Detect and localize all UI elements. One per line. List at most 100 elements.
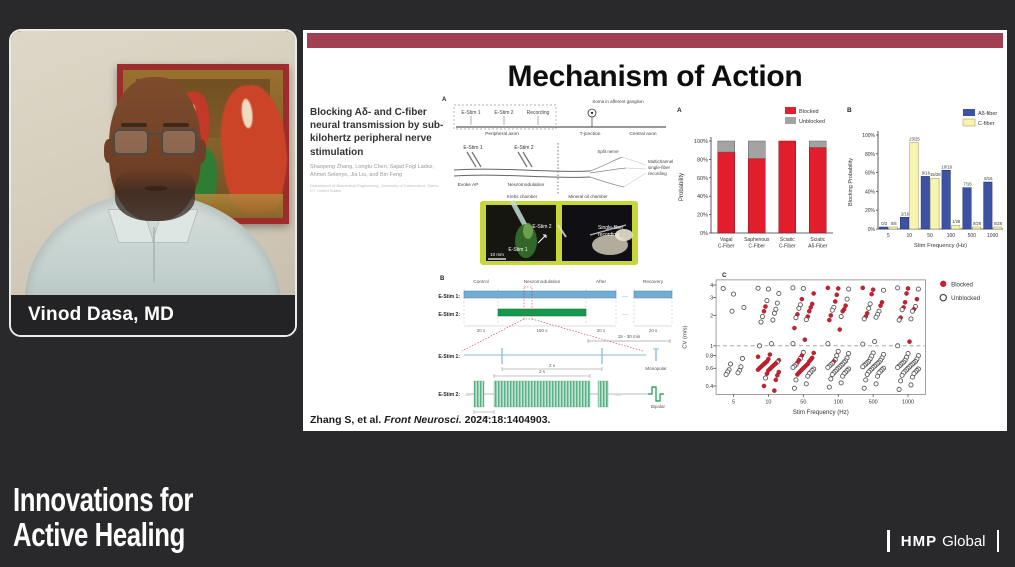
point-unblocked: [735, 370, 741, 376]
point-unblocked: [835, 348, 841, 354]
point-unblocked: [796, 305, 802, 311]
point-unblocked: [838, 314, 844, 320]
bar-adelta: [920, 176, 930, 230]
point-blocked: [837, 327, 842, 332]
bar-adelta: [941, 170, 951, 230]
photo-estim2-label: E-Stim 2: [532, 224, 551, 230]
svg-text:CV (m/s): CV (m/s): [682, 325, 688, 348]
point-blocked: [755, 354, 761, 359]
point-unblocked: [846, 286, 852, 292]
point-blocked: [828, 313, 834, 318]
speaker-head: [104, 77, 206, 221]
shirt-placket: [153, 227, 155, 283]
estim2-label: E-Stim 2: [494, 110, 513, 116]
soma-label: Soma in afferent ganglion: [592, 99, 644, 104]
svg-text:C-Fiber: C-Fiber: [718, 244, 735, 250]
point-unblocked: [773, 306, 779, 312]
point-unblocked: [768, 341, 774, 347]
svg-text:100: 100: [834, 399, 843, 405]
point-unblocked: [896, 317, 902, 323]
svg-text:Blocking Probability: Blocking Probability: [848, 158, 854, 206]
glasses-lens: [161, 129, 197, 155]
paper-affiliation: Department of Biomedical Engineering, Un…: [310, 182, 439, 193]
svg-text:0.8: 0.8: [706, 354, 714, 360]
svg-text:100%: 100%: [694, 139, 708, 145]
estim1-label: E-Stim 1: [461, 110, 480, 116]
point-unblocked: [846, 350, 852, 356]
glasses-bridge: [149, 133, 161, 135]
point-unblocked: [829, 371, 835, 378]
svg-text:C-Fiber: C-Fiber: [748, 244, 765, 250]
svg-text:Saphenous: Saphenous: [744, 237, 770, 243]
speaker-video-card[interactable]: Vinod Dasa, MD: [9, 29, 297, 337]
point-unblocked: [840, 373, 846, 379]
svg-text:0/3: 0/3: [881, 221, 887, 226]
bar-blocked: [778, 140, 796, 234]
point-unblocked: [805, 373, 811, 379]
svg-text:A: A: [677, 107, 682, 114]
point-blocked: [914, 296, 920, 302]
svg-text:4: 4: [710, 283, 713, 289]
point-blocked: [808, 305, 814, 310]
chart-blocking-probability-stacked: A 0% 20% 40% 60% 80% 100% Probability Vagal C-Fib…: [675, 103, 839, 271]
phase-after: After: [596, 279, 607, 285]
point-blocked: [840, 308, 845, 314]
svg-text:Aδ-fiber: Aδ-fiber: [978, 111, 997, 117]
logo-bar: [887, 530, 890, 552]
point-unblocked: [803, 317, 809, 323]
legend-swatch-adelta: [963, 109, 975, 116]
point-unblocked: [829, 307, 835, 313]
ellipsis: ···: [622, 294, 628, 300]
svg-text:500: 500: [869, 399, 878, 405]
svg-text:20%: 20%: [865, 208, 876, 214]
svg-text:10: 10: [906, 233, 912, 239]
estim2-row-label: E-Stim 2:: [438, 312, 460, 318]
slide-title: Mechanism of Action: [507, 60, 803, 93]
duration-20s: 20 s: [477, 328, 486, 333]
bar-cfiber: [909, 142, 919, 230]
estim1-electrode-label: E-Stim 1: [463, 145, 482, 151]
point-blocked: [827, 317, 832, 323]
interval-05s: 0.5 s: [479, 415, 490, 420]
chart-cv-scatter: C 0.4 0.6 0.8 1 2 3 4 CV (m/s) 5 10 50 100 500 1000 Sti…: [678, 270, 1007, 430]
point-blocked: [825, 285, 831, 291]
eyebrow: [121, 123, 147, 127]
svg-text:40%: 40%: [865, 189, 876, 195]
point-blocked: [761, 383, 767, 389]
duration-20s: 20 s: [597, 328, 606, 333]
point-blocked: [869, 291, 874, 297]
point-unblocked: [867, 301, 873, 307]
svg-text:10/16: 10/16: [941, 164, 952, 169]
point-blocked: [860, 285, 866, 291]
citation-authors: Zhang S, et al.: [310, 414, 385, 426]
point-unblocked: [755, 285, 761, 291]
panel-letter: A: [442, 97, 447, 103]
point-blocked: [835, 286, 841, 291]
central-axon-label: Central axon: [629, 131, 657, 137]
ellipsis: ···: [615, 393, 621, 399]
bar-unblocked: [717, 140, 735, 153]
point-unblocked: [762, 375, 768, 381]
presentation-slide[interactable]: Mechanism of Action Blocking Aδ- and C-f…: [303, 30, 1007, 431]
svg-text:500: 500: [968, 233, 977, 239]
bar-cfiber: [930, 177, 940, 230]
point-unblocked: [834, 353, 840, 359]
point-unblocked: [770, 317, 776, 323]
point-unblocked: [899, 372, 905, 378]
svg-text:15/28: 15/28: [930, 172, 941, 177]
svg-text:1000: 1000: [902, 399, 914, 405]
legend-dot-blocked: [940, 280, 947, 287]
zoom-estim2-label: E-Stim 2:: [438, 392, 460, 398]
phase-recovery: Recovery: [643, 279, 664, 285]
range-15-30min: 15 - 30 min: [618, 334, 641, 339]
paper-authors: Shaopeng Zhang, Longtu Chen, Sajad Fogl …: [310, 163, 435, 178]
citation-volume: 2024:18:1404903.: [461, 414, 551, 426]
point-unblocked: [825, 364, 831, 371]
svg-text:8/16: 8/16: [984, 176, 993, 181]
legend-swatch-unblocked: [785, 117, 796, 124]
ellipsis: ···: [465, 393, 471, 399]
bar-adelta: [962, 187, 972, 230]
point-unblocked: [765, 286, 771, 292]
point-unblocked: [825, 341, 831, 347]
point-blocked: [755, 367, 761, 372]
